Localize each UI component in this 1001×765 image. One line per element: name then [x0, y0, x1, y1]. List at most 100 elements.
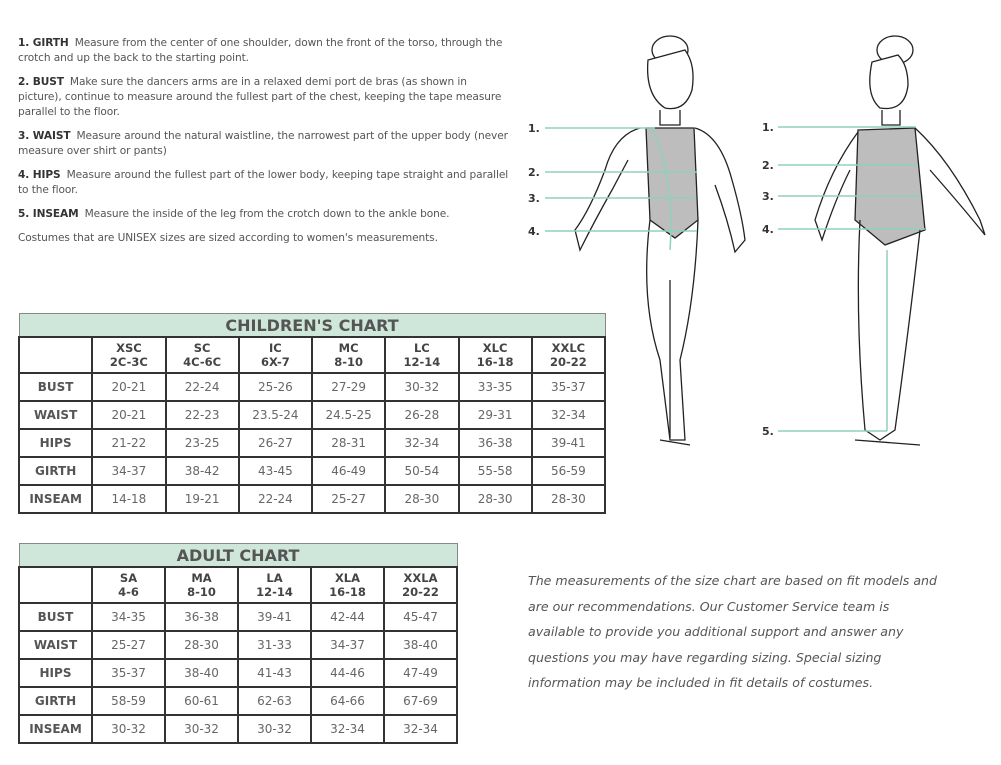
children-size-chart: CHILDREN'S CHART XSC 2C-3C SC 4C-6C IC 6X-7 MC 8… — [17, 313, 607, 514]
size-column-header: LC 12-14 — [384, 336, 460, 374]
side-dancer-figure — [814, 35, 986, 446]
front-measure-label: 3. — [528, 192, 540, 205]
side-measure-label: 3. — [762, 190, 774, 203]
measurement-label: BUST — [18, 602, 93, 632]
size-range: 8-10 — [187, 585, 216, 599]
instruction-term: 1. GIRTH — [18, 37, 69, 49]
measurement-value: 31-33 — [237, 630, 312, 660]
measurement-value: 26-27 — [237, 428, 314, 458]
measurement-value: 47-49 — [383, 658, 458, 688]
front-measure-label: 4. — [528, 225, 540, 238]
size-column-header: XXLC 20-22 — [530, 336, 607, 374]
measurement-value: 23.5-24 — [237, 400, 314, 430]
measurement-value: 29-31 — [457, 400, 533, 430]
front-dancer-figure — [574, 35, 746, 446]
measurement-value: 67-69 — [383, 686, 458, 716]
instruction-term: 4. HIPS — [18, 169, 61, 181]
measurement-label: GIRTH — [17, 456, 94, 486]
table-row: BUST 34-35 36-38 39-41 42-44 45-47 — [18, 602, 458, 632]
measurement-value: 21-22 — [91, 428, 167, 458]
measurement-label: INSEAM — [18, 714, 93, 744]
measurement-value: 32-34 — [384, 428, 460, 458]
size-code: SA — [119, 571, 138, 585]
measurement-value: 30-32 — [384, 372, 460, 402]
size-column-header: IC 6X-7 — [237, 336, 314, 374]
instruction-term: 3. WAIST — [18, 130, 71, 142]
measurement-value: 19-21 — [164, 484, 240, 514]
size-column-header: SC 4C-6C — [164, 336, 240, 374]
measurement-value: 25-27 — [91, 630, 166, 660]
measurement-instructions: 1. GIRTH Measure from the center of one s… — [18, 36, 513, 255]
sizing-disclaimer: The measurements of the size chart are b… — [528, 573, 938, 690]
table-row: HIPS 35-37 38-40 41-43 44-46 47-49 — [18, 658, 458, 688]
front-measure-label: 1. — [528, 122, 540, 135]
measurement-value: 28-30 — [457, 484, 533, 514]
size-code: MC — [338, 341, 359, 355]
measurement-value: 28-30 — [530, 484, 607, 514]
measurement-value: 39-41 — [237, 602, 312, 632]
measurement-value: 38-40 — [164, 658, 239, 688]
size-range: 12-14 — [403, 355, 441, 369]
measurement-value: 45-47 — [383, 602, 458, 632]
size-column-header: LA 12-14 — [237, 566, 312, 604]
measurement-value: 32-34 — [310, 714, 385, 744]
measurement-lines — [545, 126, 925, 432]
measurement-value: 34-37 — [310, 630, 385, 660]
measurement-value: 20-21 — [91, 400, 167, 430]
measurement-value: 62-63 — [237, 686, 312, 716]
measurement-value: 28-30 — [384, 484, 460, 514]
size-code: LC — [413, 341, 430, 355]
instruction-text: Measure around the natural waistline, th… — [18, 130, 508, 157]
measurement-value: 25-26 — [237, 372, 314, 402]
size-range: 16-18 — [476, 355, 514, 369]
size-range: 16-18 — [329, 585, 366, 599]
measurement-value: 27-29 — [310, 372, 387, 402]
measurement-label: GIRTH — [18, 686, 93, 716]
measurement-value: 22-23 — [164, 400, 240, 430]
adult-size-chart: ADULT CHART SA 4-6 MA 8-10 LA 12-14 XLA 16-18 XXL… — [18, 543, 458, 744]
measurement-value: 43-45 — [237, 456, 314, 486]
instruction-text: Measure the inside of the leg from the c… — [84, 208, 450, 220]
measurement-illustration: 1. 2. 3. 4. 1. 2. 3. 4. 5. — [528, 35, 986, 446]
size-column-header: XLA 16-18 — [310, 566, 385, 604]
measurement-value: 32-34 — [383, 714, 458, 744]
measurement-value: 41-43 — [237, 658, 312, 688]
measurement-value: 64-66 — [310, 686, 385, 716]
measurement-value: 38-40 — [383, 630, 458, 660]
side-measure-label: 1. — [762, 121, 774, 134]
measurement-value: 36-38 — [457, 428, 533, 458]
size-range: 6X-7 — [261, 355, 290, 369]
instruction-item: 4. HIPS Measure around the fullest part o… — [18, 168, 513, 198]
table-row: INSEAM 30-32 30-32 30-32 32-34 32-34 — [18, 714, 458, 744]
empty-header-cell — [18, 566, 93, 604]
measurement-label: WAIST — [18, 630, 93, 660]
size-column-header: SA 4-6 — [91, 566, 166, 604]
measurement-label: HIPS — [17, 428, 94, 458]
table-row: HIPS 21-22 23-25 26-27 28-31 32-34 36-38 39-41 — [17, 428, 607, 458]
chart-title: CHILDREN'S CHART — [18, 313, 606, 338]
front-measure-label: 2. — [528, 166, 540, 179]
empty-header-cell — [17, 336, 94, 374]
unisex-note: Costumes that are UNISEX sizes are sized… — [18, 232, 438, 244]
instruction-item: 3. WAIST Measure around the natural waist… — [18, 129, 513, 159]
measurement-value: 60-61 — [164, 686, 239, 716]
size-code: IC — [269, 341, 282, 355]
measurement-value: 34-35 — [91, 602, 166, 632]
size-column-header: XSC 2C-3C — [91, 336, 167, 374]
size-code: LA — [266, 571, 283, 585]
size-code: SC — [193, 341, 211, 355]
measurement-value: 50-54 — [384, 456, 460, 486]
instruction-text: Measure around the fullest part of the l… — [18, 169, 509, 196]
chart-title: ADULT CHART — [18, 543, 458, 568]
size-code: XLA — [334, 571, 361, 585]
measurement-value: 58-59 — [91, 686, 166, 716]
measurement-value: 22-24 — [164, 372, 240, 402]
header-row: XSC 2C-3C SC 4C-6C IC 6X-7 MC 8-10 LC 12-14 XLC 16-… — [17, 336, 607, 374]
measurement-value: 14-18 — [91, 484, 167, 514]
measurement-value: 30-32 — [164, 714, 239, 744]
measurement-value: 25-27 — [310, 484, 387, 514]
measurement-value: 35-37 — [530, 372, 607, 402]
measurement-value: 42-44 — [310, 602, 385, 632]
size-range: 20-22 — [549, 355, 587, 369]
size-range: 20-22 — [402, 585, 439, 599]
